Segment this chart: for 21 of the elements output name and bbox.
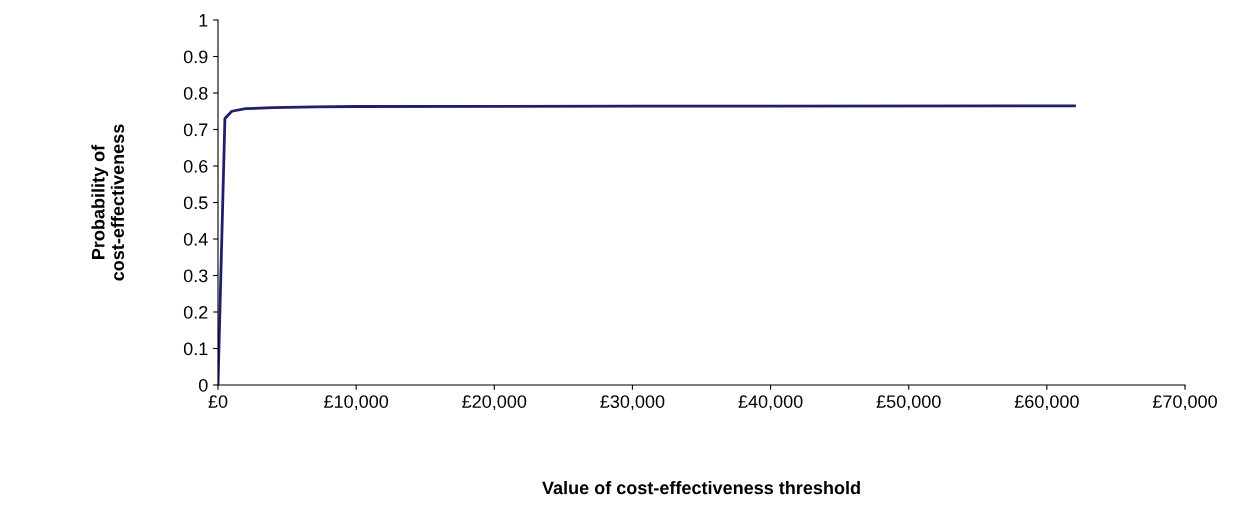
- y-tick-label: 0.5: [183, 196, 208, 210]
- y-tick-label: 0: [198, 378, 208, 392]
- y-tick-label: 0.6: [183, 159, 208, 173]
- x-axis-title: Value of cost-effectiveness threshold: [542, 481, 860, 495]
- y-tick-label: 1: [199, 14, 208, 27]
- x-tick-label: £20,000: [462, 395, 527, 411]
- x-tick-label: £60,000: [1014, 395, 1079, 411]
- x-tick-label: £40,000: [738, 395, 803, 411]
- x-tick-label: £10,000: [324, 395, 389, 411]
- y-tick-label: 0.1: [183, 342, 208, 356]
- y-tick-label: 0.3: [183, 269, 208, 283]
- y-tick-label: 0.2: [183, 305, 208, 319]
- y-axis-title: Probability of cost-effectiveness: [91, 124, 125, 281]
- y-tick-label: 0.9: [183, 50, 208, 64]
- x-tick-label: £30,000: [600, 395, 665, 411]
- y-tick-label: 0.7: [183, 123, 208, 137]
- y-tick-label: 0.8: [183, 86, 208, 100]
- x-tick-label: £0: [208, 395, 228, 408]
- x-tick-label: £70,000: [1152, 395, 1217, 411]
- y-tick-label: 0.4: [183, 232, 208, 246]
- x-tick-label: £50,000: [876, 395, 941, 411]
